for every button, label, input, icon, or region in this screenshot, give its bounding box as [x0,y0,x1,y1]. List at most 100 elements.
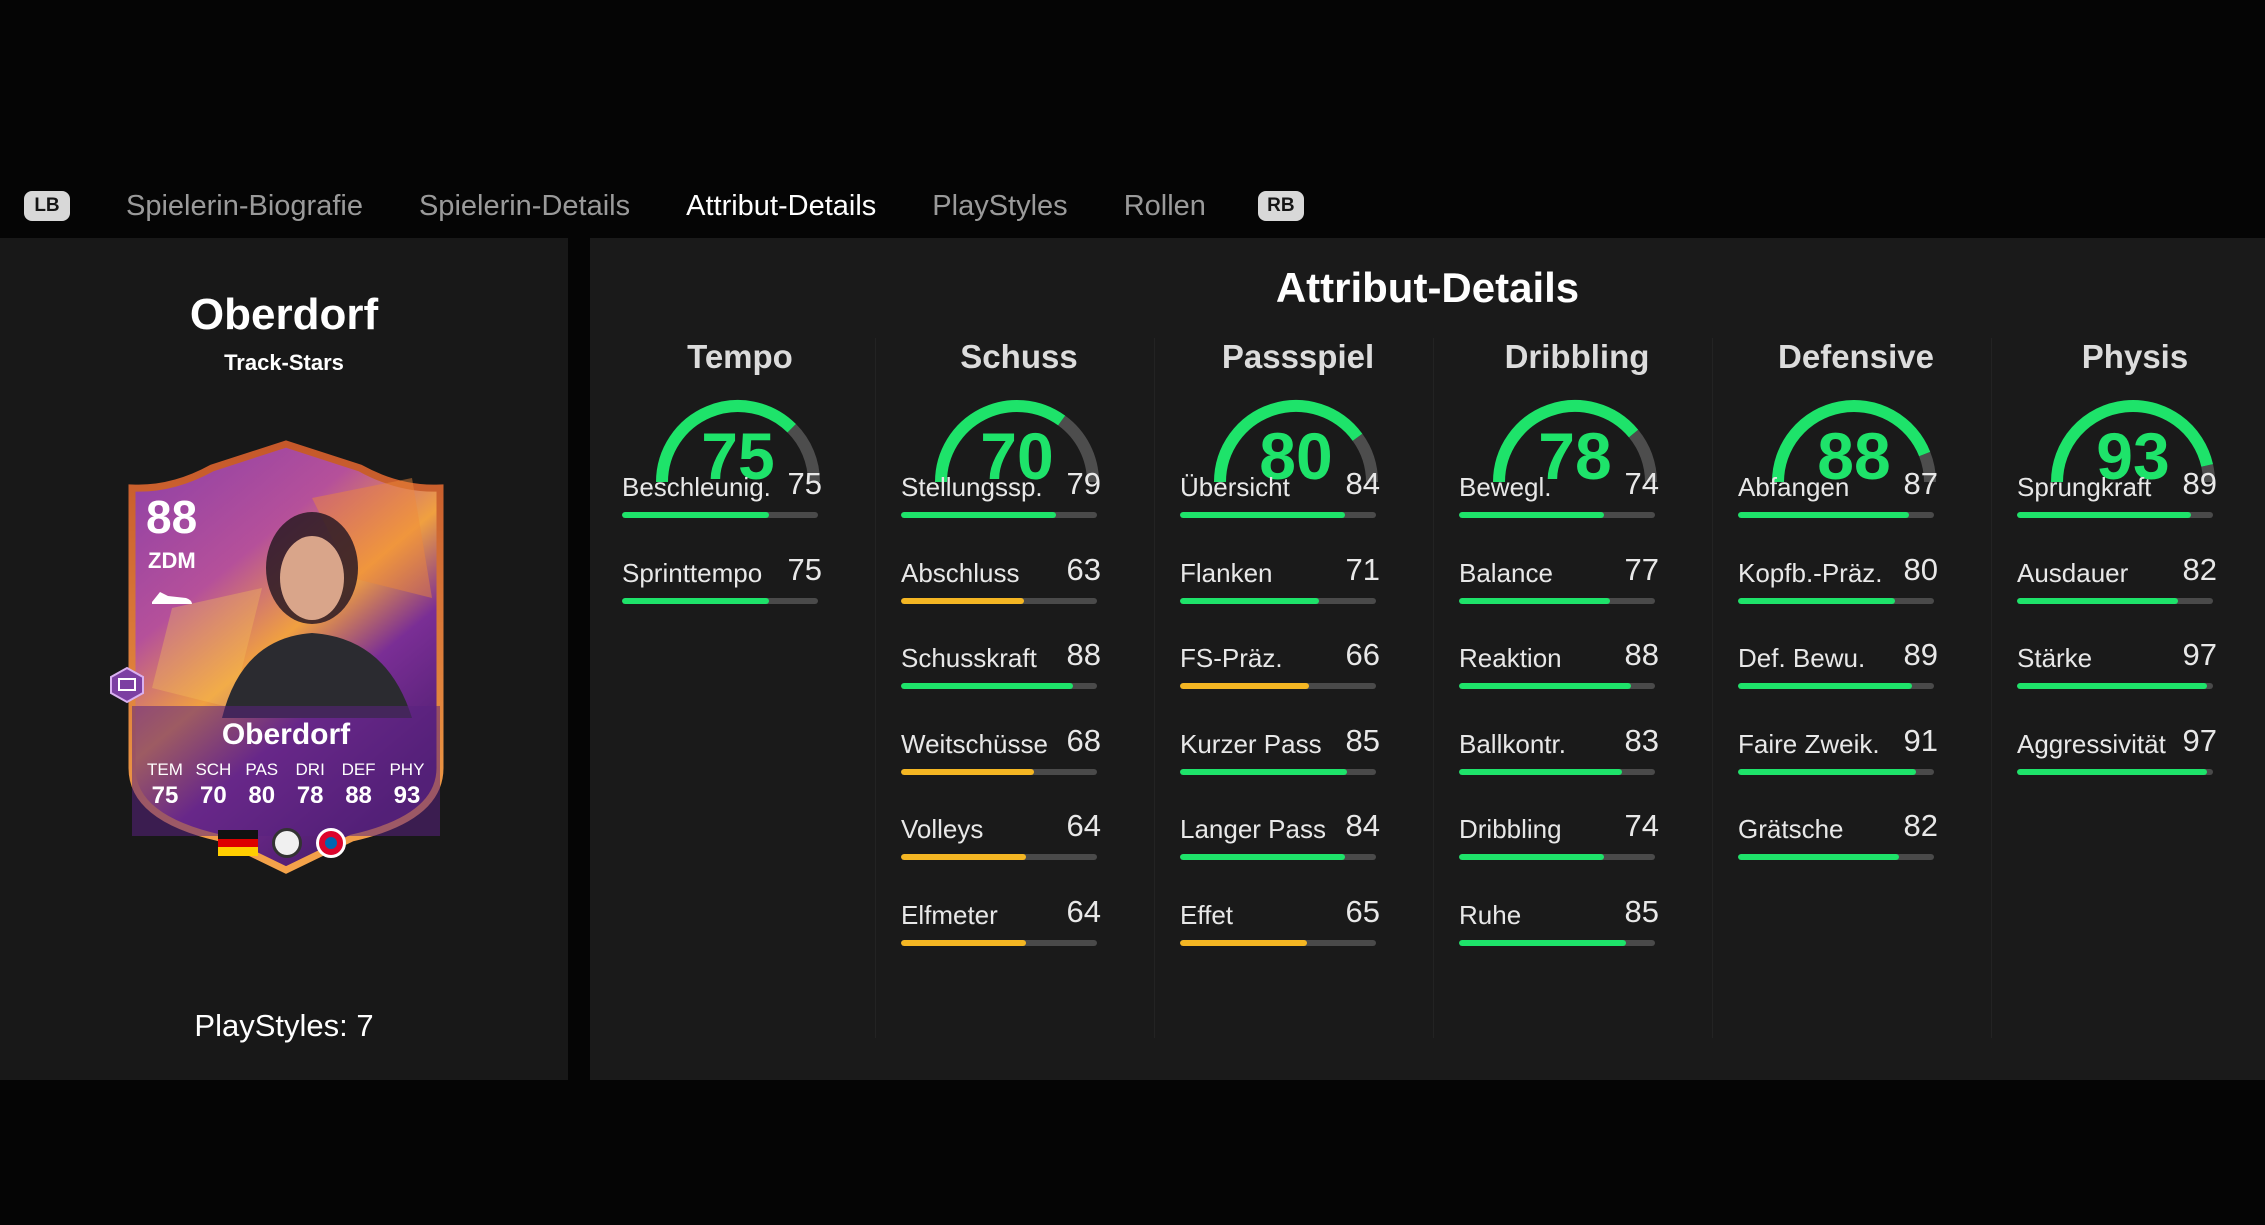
attribute-bar-fill [2017,597,2178,604]
attribute-row[interactable]: Sprinttempo 75 [622,552,822,612]
attribute-row[interactable]: Ruhe 85 [1459,894,1659,954]
attribute-bar [901,939,1097,946]
attribute-bar [1459,683,1655,689]
tab-spielerin-details[interactable]: Spielerin-Details [418,189,631,222]
attribute-row[interactable]: Langer Pass 84 [1180,808,1380,868]
attribute-value: 88 [1624,637,1659,672]
attribute-row[interactable]: Kopfb.-Präz. 80 [1738,552,1938,612]
attribute-bar [1180,683,1376,689]
attribute-bar-fill [901,597,1025,604]
category-rating: 88 [1817,419,1891,493]
attribute-row[interactable]: Def. Bewu. 89 [1738,637,1938,697]
attribute-name: Flanken [1180,557,1273,588]
category-2: Passspiel 80 Übersicht 84 Flanken 71 FS-Präz.… [1158,338,1438,1080]
attribute-name: Stellungssp. [901,472,1043,502]
attribute-value: 84 [1345,466,1380,501]
attribute-row[interactable]: Effet 65 [1180,894,1380,954]
attribute-bar [1180,512,1376,518]
attribute-details-panel: Attribut-Details Tempo 75 Beschleunig. 75 S… [590,238,2265,1080]
playstyles-count: PlayStyles: 7 [194,1008,374,1043]
attribute-row[interactable]: Bewegl. 74 [1459,466,1659,526]
attribute-name: Kurzer Pass [1180,728,1322,759]
gauge-arc [1214,400,1378,483]
attribute-bar [901,768,1097,775]
attribute-bar-fill [1459,854,1605,860]
attribute-bar [2017,768,2213,775]
attribute-row[interactable]: Flanken 71 [1180,552,1380,612]
card-stat-label: PHY [389,760,425,779]
attribute-value: 91 [1903,722,1938,758]
attribute-name: Elfmeter [901,899,998,930]
attribute-row[interactable]: Kurzer Pass 85 [1180,723,1380,783]
attribute-value: 68 [1066,722,1101,758]
category-rating: 75 [701,419,775,493]
attribute-value: 77 [1624,551,1659,587]
attribute-row[interactable]: Reaktion 88 [1459,637,1659,697]
attribute-bar [622,512,818,518]
attribute-name: Langer Pass [1180,814,1326,844]
lb-button-hint[interactable]: LB [24,191,70,221]
attribute-name: Weitschüsse [901,728,1048,759]
attribute-value: 74 [1624,466,1659,501]
tab-playstyles[interactable]: PlayStyles [932,189,1068,222]
attribute-bar-fill [1459,939,1626,946]
column-divider [1712,338,1713,1038]
attribute-bar [1738,512,1934,518]
attribute-bar [1738,854,1934,860]
attribute-row[interactable]: Sprungkraft 89 [2017,466,2217,526]
card-background [128,440,444,874]
attribute-name: Balance [1459,557,1553,588]
attribute-bar-fill [1738,512,1909,518]
attribute-name: Ballkontr. [1459,728,1566,759]
attribute-value: 71 [1345,551,1380,587]
card-stat-value: 93 [393,782,421,809]
player-card[interactable]: 88 ZDM Oberdorf TEM 75 SCH 70 PAS 80 DRI 78 … [110,438,460,878]
attribute-row[interactable]: Faire Zweik. 91 [1738,723,1938,783]
card-stat-value: 70 [200,782,227,809]
attribute-row[interactable]: Beschleunig. 75 [622,466,822,526]
tab-rollen[interactable]: Rollen [1123,189,1206,222]
attribute-value: 82 [1903,808,1938,843]
attribute-bar [1180,597,1376,604]
attribute-value: 80 [1903,551,1938,587]
category-rating: 80 [1259,419,1333,493]
attribute-row[interactable]: Balance 77 [1459,552,1659,612]
rb-button-hint[interactable]: RB [1257,191,1304,221]
club-badge-icon [316,828,346,858]
attribute-row[interactable]: Abschluss 63 [901,552,1101,612]
gauge-arc [1493,400,1657,483]
attribute-row[interactable]: Weitschüsse 68 [901,723,1101,783]
attribute-row[interactable]: Ballkontr. 83 [1459,723,1659,783]
category-3: Dribbling 78 Bewegl. 74 Balance 77 Reaktion 88… [1437,338,1717,1080]
attribute-row[interactable]: Grätsche 82 [1738,808,1938,868]
attribute-row[interactable]: Stellungssp. 79 [901,466,1101,526]
attribute-row[interactable]: Volleys 64 [901,808,1101,868]
attribute-row[interactable]: Stärke 97 [2017,637,2217,697]
category-gauge: 75 [648,394,828,494]
attribute-row[interactable]: Dribbling 74 [1459,808,1659,868]
attribute-name: Aggressivität [2017,728,2166,759]
attribute-row[interactable]: Aggressivität 97 [2017,723,2217,783]
attribute-row[interactable]: Ausdauer 82 [2017,552,2217,612]
attribute-row[interactable]: Elfmeter 64 [901,894,1101,954]
attribute-row[interactable]: Abfangen 87 [1738,466,1938,526]
attribute-row[interactable]: Schusskraft 88 [901,637,1101,697]
attribute-value: 89 [2182,466,2217,501]
attribute-row[interactable]: FS-Präz. 66 [1180,637,1380,697]
card-stat-label: DEF [341,760,376,779]
category-0: Tempo 75 Beschleunig. 75 Sprinttempo 75 [600,338,880,1080]
attribute-name: Ruhe [1459,899,1522,930]
attribute-row[interactable]: Übersicht 84 [1180,466,1380,526]
card-stat-phy: PHY 93 [384,760,430,810]
tab-attribut-details[interactable]: Attribut-Details [686,189,877,222]
tab-spielerin-biografie[interactable]: Spielerin-Biografie [126,189,363,222]
category-rating: 78 [1538,419,1612,493]
card-stat-label: SCH [195,760,232,779]
attribute-bar [2017,597,2213,604]
attribute-name: Bewegl. [1459,472,1552,502]
attribute-name: Sprinttempo [622,557,763,588]
category-title: Passspiel [1221,338,1375,375]
category-gauge: 78 [1485,394,1665,494]
attribute-bar [1459,768,1655,775]
